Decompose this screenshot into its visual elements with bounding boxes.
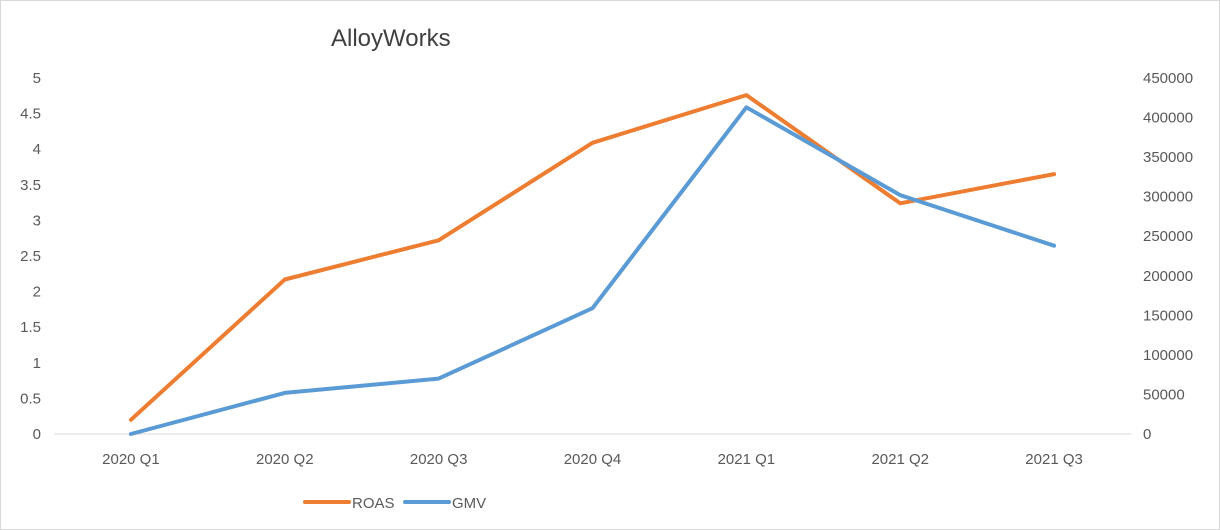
x-tick-label: 2020 Q2 bbox=[256, 451, 314, 468]
y-right-tick-label: 200000 bbox=[1143, 268, 1193, 285]
y-left-tick-label: 2.5 bbox=[20, 248, 41, 265]
legend-label-gmv: GMV bbox=[452, 495, 486, 512]
y-left-tick-label: 4.5 bbox=[20, 106, 41, 123]
legend: ROAS GMV bbox=[303, 495, 486, 512]
chart-axes: 0 0.5 1 1.5 2 2.5 3 3.5 4 4.5 5 0 50000 100000 150000 2… bbox=[20, 70, 1193, 468]
chart-title: AlloyWorks bbox=[331, 25, 451, 52]
y-right-tick-label: 50000 bbox=[1143, 386, 1185, 403]
x-tick-label: 2020 Q4 bbox=[564, 451, 622, 468]
y-right-tick-label: 350000 bbox=[1143, 149, 1193, 166]
x-tick-label: 2020 Q3 bbox=[410, 451, 468, 468]
y-left-tick-label: 2 bbox=[33, 284, 41, 301]
y-right-tick-label: 250000 bbox=[1143, 228, 1193, 245]
y-right-tick-label: 150000 bbox=[1143, 307, 1193, 324]
y-left-tick-label: 3.5 bbox=[20, 177, 41, 194]
series-layer bbox=[128, 93, 1057, 436]
y-right-tick-label: 450000 bbox=[1143, 70, 1193, 87]
y-left-tick-label: 4 bbox=[33, 141, 41, 158]
y-left-tick-label: 0.5 bbox=[20, 390, 41, 407]
series-line-roas bbox=[128, 93, 1057, 422]
x-tick-label: 2021 Q1 bbox=[718, 451, 776, 468]
y-right-tick-label: 100000 bbox=[1143, 347, 1193, 364]
series-line-gmv bbox=[128, 105, 1057, 436]
y-left-tick-label: 0 bbox=[33, 426, 41, 443]
y-left-tick-label: 5 bbox=[33, 70, 41, 87]
y-right-tick-label: 400000 bbox=[1143, 110, 1193, 127]
y-left-tick-label: 3 bbox=[33, 212, 41, 229]
y-left-tick-label: 1.5 bbox=[20, 319, 41, 336]
y-right-tick-label: 0 bbox=[1143, 426, 1151, 443]
x-tick-label: 2020 Q1 bbox=[102, 451, 160, 468]
legend-label-roas: ROAS bbox=[352, 495, 395, 512]
x-tick-label: 2021 Q3 bbox=[1025, 451, 1083, 468]
y-right-tick-label: 300000 bbox=[1143, 189, 1193, 206]
y-left-tick-label: 1 bbox=[33, 355, 41, 372]
x-tick-label: 2021 Q2 bbox=[871, 451, 929, 468]
